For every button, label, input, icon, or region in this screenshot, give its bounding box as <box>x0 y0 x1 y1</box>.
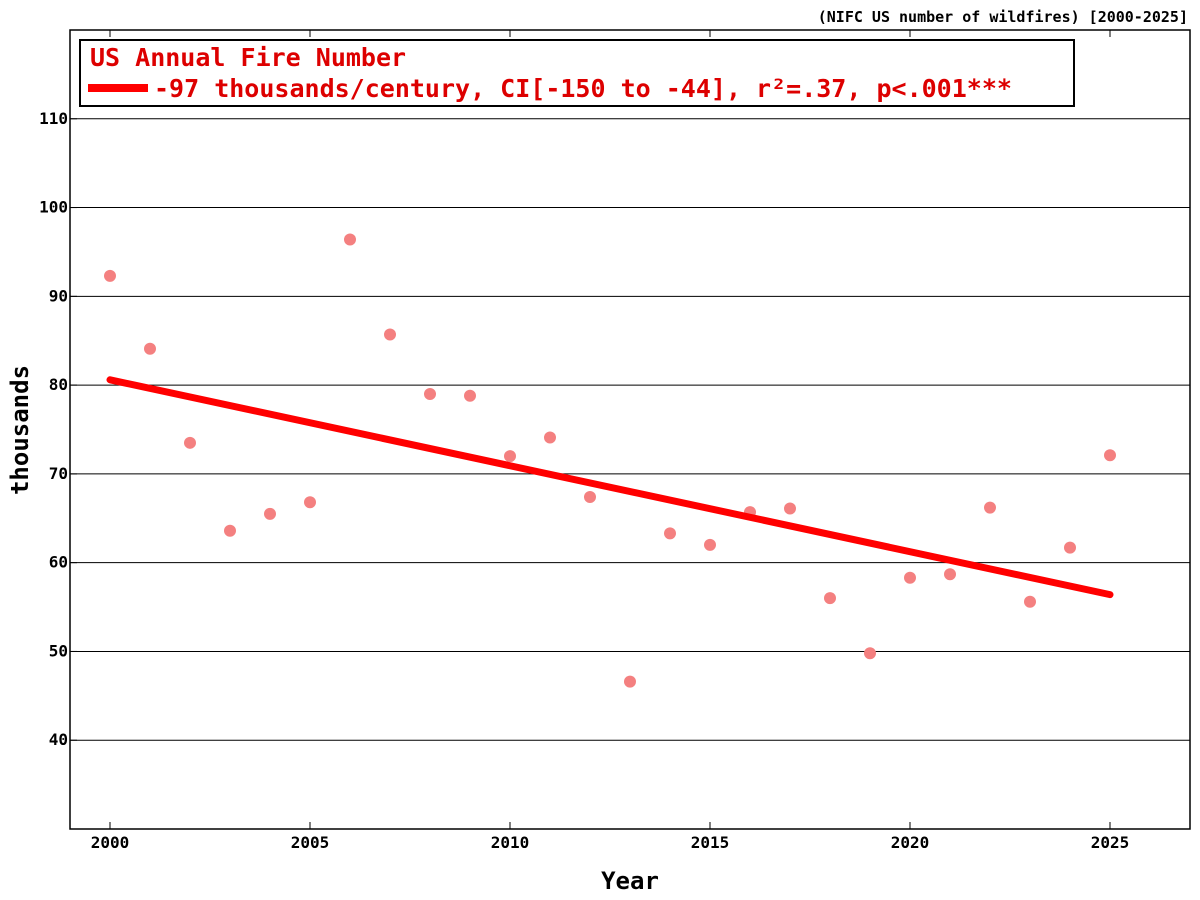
data-point <box>104 269 116 282</box>
y-tick-label: 80 <box>49 375 68 394</box>
x-tick-label: 2020 <box>891 833 930 852</box>
x-tick-label: 2015 <box>691 833 730 852</box>
data-point <box>784 502 796 515</box>
data-point <box>584 490 596 503</box>
data-point <box>1024 595 1036 608</box>
legend-title: US Annual Fire Number <box>90 43 406 72</box>
gridlines <box>70 118 1190 741</box>
x-tick-label: 2005 <box>291 833 330 852</box>
source-label: (NIFC US number of wildfires) [2000-2025… <box>818 8 1188 26</box>
y-tick-label: 70 <box>49 464 68 483</box>
y-tick-label: 50 <box>49 641 68 660</box>
x-axis-title: Year <box>601 867 659 895</box>
y-tick-label: 90 <box>49 286 68 305</box>
data-point <box>624 675 636 688</box>
legend-entry: -97 thousands/century, CI[-150 to -44], … <box>154 74 1012 103</box>
plot-frame <box>69 29 1191 830</box>
y-tick-label: 110 <box>39 109 68 128</box>
legend-box <box>79 39 1075 107</box>
y-tick-label: 40 <box>49 730 68 749</box>
data-point <box>1064 541 1076 554</box>
x-tick-label: 2025 <box>1091 833 1130 852</box>
x-tick-label: 2010 <box>491 833 530 852</box>
data-point <box>424 387 436 400</box>
data-point <box>904 571 916 584</box>
x-tick-label: 2000 <box>91 833 130 852</box>
data-point <box>664 527 676 540</box>
data-point <box>184 436 196 449</box>
data-point <box>544 431 556 444</box>
data-point <box>344 233 356 246</box>
data-point <box>984 501 996 514</box>
data-points <box>104 233 1116 688</box>
data-point <box>504 450 516 463</box>
y-axis-title: thousands <box>6 365 34 495</box>
data-point <box>464 389 476 402</box>
data-point <box>144 342 156 355</box>
legend: US Annual Fire Number -97 thousands/cent… <box>79 39 1075 107</box>
data-point <box>864 647 876 660</box>
data-point <box>824 592 836 605</box>
trend-line-layer <box>106 376 1114 599</box>
data-point <box>264 507 276 520</box>
y-tick-label: 100 <box>39 198 68 217</box>
data-point <box>704 538 716 551</box>
trend-line <box>106 376 1114 599</box>
data-point <box>944 568 956 581</box>
data-point <box>1104 449 1116 462</box>
data-point <box>304 496 316 509</box>
data-point <box>384 328 396 341</box>
data-point <box>224 524 236 537</box>
axes: 40 50 60 70 80 90 100 110 2000 2005 2010 2015 2020 20… <box>39 29 1191 852</box>
y-tick-label: 60 <box>49 553 68 572</box>
